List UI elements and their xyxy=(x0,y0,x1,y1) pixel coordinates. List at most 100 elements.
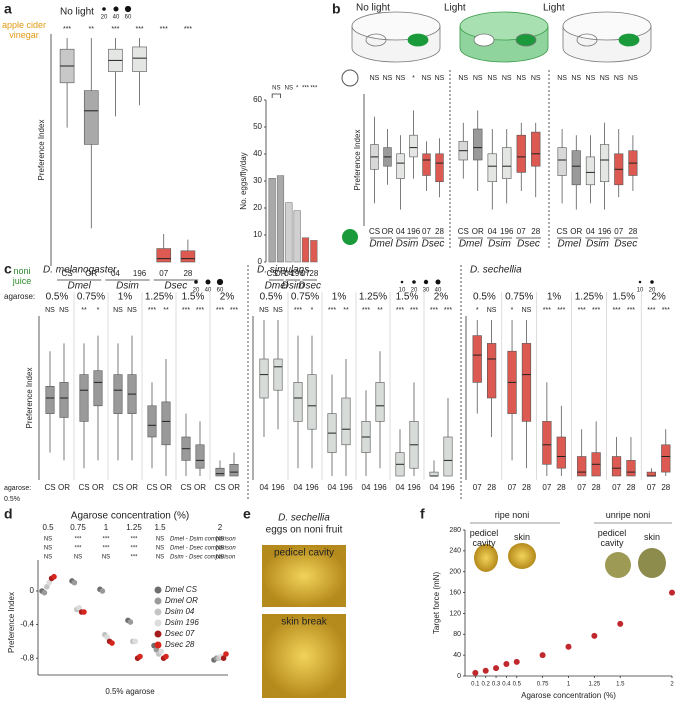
significance: NS xyxy=(435,75,445,82)
category-label: CS xyxy=(78,483,89,492)
category-label: OR xyxy=(275,269,287,278)
comparison-significance: *** xyxy=(74,537,82,543)
box xyxy=(180,250,196,263)
significance: *** xyxy=(135,26,143,33)
y-axis-label: Preference Index xyxy=(353,130,362,191)
group-label: Dsec xyxy=(614,239,637,250)
category-label: 28 xyxy=(522,483,531,492)
odor-icon-bottom xyxy=(342,229,358,245)
box xyxy=(571,150,581,186)
group-label: Dmel xyxy=(557,239,581,250)
category-label: 04 xyxy=(294,483,303,492)
category-label: 04 xyxy=(586,227,595,236)
size-legend-dot xyxy=(194,280,198,284)
box xyxy=(273,358,283,391)
y-axis-label: Target force (mN) xyxy=(432,572,441,635)
panel-subtitle: eggs on noni fruit xyxy=(266,525,343,536)
group-label: Dsec xyxy=(517,239,540,250)
y-tick-label: -0.8 xyxy=(20,653,34,662)
significance: NS xyxy=(487,75,497,82)
category-label: 07 xyxy=(577,483,586,492)
bracket xyxy=(271,93,281,98)
box xyxy=(521,343,532,422)
significance: NS xyxy=(370,75,380,82)
significance: *** xyxy=(612,307,620,314)
point xyxy=(503,661,510,668)
legend-swatch xyxy=(154,619,162,627)
panel-title: 1.25% xyxy=(145,292,173,303)
y-tick-label: 20 xyxy=(253,203,262,212)
panel-title: 1% xyxy=(547,292,562,303)
x-tick-label: 0.5 xyxy=(42,523,54,532)
annotation: unripe noni xyxy=(605,510,651,520)
category-label: 196 xyxy=(339,483,353,492)
category-label: 28 xyxy=(487,483,496,492)
point xyxy=(617,620,624,627)
group-label: Dsec xyxy=(298,281,321,292)
x-axis-label: Agarose concentration (%) xyxy=(71,511,189,522)
fruit-icon xyxy=(474,544,498,572)
x-tick-label: 1.5 xyxy=(616,682,625,688)
panel-title: 0.75% xyxy=(77,292,105,303)
size-legend-label: 40 xyxy=(113,15,120,21)
box xyxy=(409,134,418,158)
group-label: Dsec xyxy=(164,281,187,292)
box xyxy=(443,436,453,477)
bar xyxy=(268,178,276,263)
box xyxy=(472,335,482,383)
significance: *** xyxy=(294,307,302,314)
size-legend-dot xyxy=(650,280,654,284)
significance: NS xyxy=(396,75,406,82)
box xyxy=(396,153,405,179)
x-tick-label: 0.4 xyxy=(502,682,511,688)
comparison-significance: *** xyxy=(74,546,82,552)
legend-swatch xyxy=(154,641,162,649)
x-tick-label: 0.3 xyxy=(492,682,501,688)
y-axis-label: Preference Index xyxy=(25,368,34,429)
significance: NS xyxy=(458,75,468,82)
box xyxy=(646,471,656,477)
y-tick-label: 40 xyxy=(253,149,262,158)
panel-title: 0.5% xyxy=(46,292,69,303)
size-legend-label: 10 xyxy=(637,288,644,294)
box xyxy=(542,421,552,465)
y-tick-label: 0 xyxy=(258,257,263,266)
dot xyxy=(46,579,52,586)
bar xyxy=(301,237,310,263)
panel-title: 1.5% xyxy=(612,292,635,303)
size-legend-dot xyxy=(423,279,429,285)
box xyxy=(375,382,385,422)
x-tick-label: 2 xyxy=(218,523,223,532)
point xyxy=(565,643,572,650)
significance: *** xyxy=(662,307,670,314)
size-legend-label: 20 xyxy=(101,15,108,21)
annotation: skin xyxy=(643,532,660,542)
panel-title: Light xyxy=(543,3,565,14)
category-label: CS xyxy=(458,227,469,236)
group-label: Dsim xyxy=(116,281,139,292)
significance: *** xyxy=(111,26,119,33)
dot xyxy=(220,655,227,661)
category-label: 04 xyxy=(362,483,371,492)
significance: NS xyxy=(422,75,432,82)
significance: *** xyxy=(543,307,551,314)
size-legend-dot xyxy=(400,280,404,284)
box xyxy=(147,405,157,438)
point xyxy=(513,658,520,665)
size-legend-label: 10 xyxy=(399,288,406,294)
legend-swatch xyxy=(154,608,162,616)
dot xyxy=(223,651,229,657)
panel-label: e xyxy=(243,506,251,522)
category-label: 196 xyxy=(407,227,421,236)
dot xyxy=(76,605,82,611)
significance: NS xyxy=(127,307,137,314)
size-legend-dot xyxy=(113,6,119,12)
box xyxy=(259,358,269,399)
legend-swatch xyxy=(154,630,162,638)
box xyxy=(161,401,171,446)
significance: NS xyxy=(502,75,512,82)
box xyxy=(307,374,317,430)
x-tick-label: 2 xyxy=(670,682,674,688)
panel-title: 1% xyxy=(332,292,347,303)
comparison-significance: NS xyxy=(44,555,52,561)
